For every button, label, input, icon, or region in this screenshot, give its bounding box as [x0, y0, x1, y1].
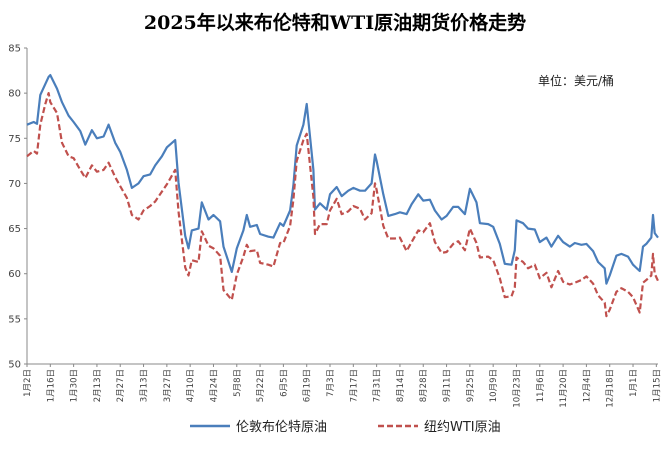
x-tick-label: 10月9日: [489, 369, 499, 402]
legend-label-wti: 纽约WTI原油: [424, 420, 501, 435]
x-tick-label: 11月20日: [559, 369, 569, 408]
y-tick-label: 60: [8, 269, 21, 280]
x-tick-label: 1月2日: [23, 369, 33, 397]
x-tick-label: 9月25日: [466, 369, 476, 402]
x-tick-label: 12月4日: [582, 369, 592, 402]
brent-series-line: [26, 74, 659, 285]
x-tick-label: 1月30日: [70, 369, 80, 402]
x-tick-label: 7月31日: [373, 369, 383, 402]
x-tick-label: 8月28日: [419, 369, 429, 402]
x-tick-label: 1月16日: [46, 369, 56, 402]
x-tick-label: 9月11日: [443, 369, 453, 402]
x-tick-label: 2月27日: [116, 369, 126, 402]
x-tick-label: 11月6日: [536, 369, 546, 402]
x-tick-label: 4月10日: [186, 369, 196, 402]
y-tick-label: 75: [8, 134, 21, 145]
x-tick-label: 4月24日: [209, 369, 219, 402]
y-tick-label: 65: [8, 224, 21, 235]
x-tick-label: 2月13日: [93, 369, 103, 402]
x-tick-label: 3月27日: [163, 369, 173, 402]
x-tick-label: 3月13日: [140, 369, 150, 402]
y-tick-label: 55: [8, 314, 21, 325]
y-tick-label: 85: [8, 44, 21, 55]
x-tick-label: 5月22日: [256, 369, 266, 402]
x-tick-label: 7月3日: [326, 369, 336, 397]
x-tick-label: 7月17日: [349, 369, 359, 402]
chart-title: 2025年以来布伦特和WTI原油期货价格走势: [143, 12, 527, 34]
legend-label-brent: 伦敦布伦特原油: [236, 419, 327, 435]
x-tick-label: 6月19日: [303, 369, 313, 402]
unit-label: 单位：美元/桶: [538, 74, 615, 88]
y-tick-label: 80: [8, 89, 21, 100]
x-tick-label: 6月5日: [279, 369, 289, 397]
x-tick-label: 1月1日: [629, 369, 639, 397]
x-tick-label: 1月15日: [652, 369, 662, 402]
x-tick-label: 5月8日: [233, 369, 243, 397]
y-tick-label: 70: [8, 179, 21, 190]
y-tick-label: 50: [8, 360, 21, 371]
x-tick-label: 10月23日: [512, 369, 522, 408]
x-tick-label: 12月18日: [606, 369, 616, 408]
wti-series-line: [26, 92, 659, 318]
x-tick-label: 8月14日: [396, 369, 406, 402]
